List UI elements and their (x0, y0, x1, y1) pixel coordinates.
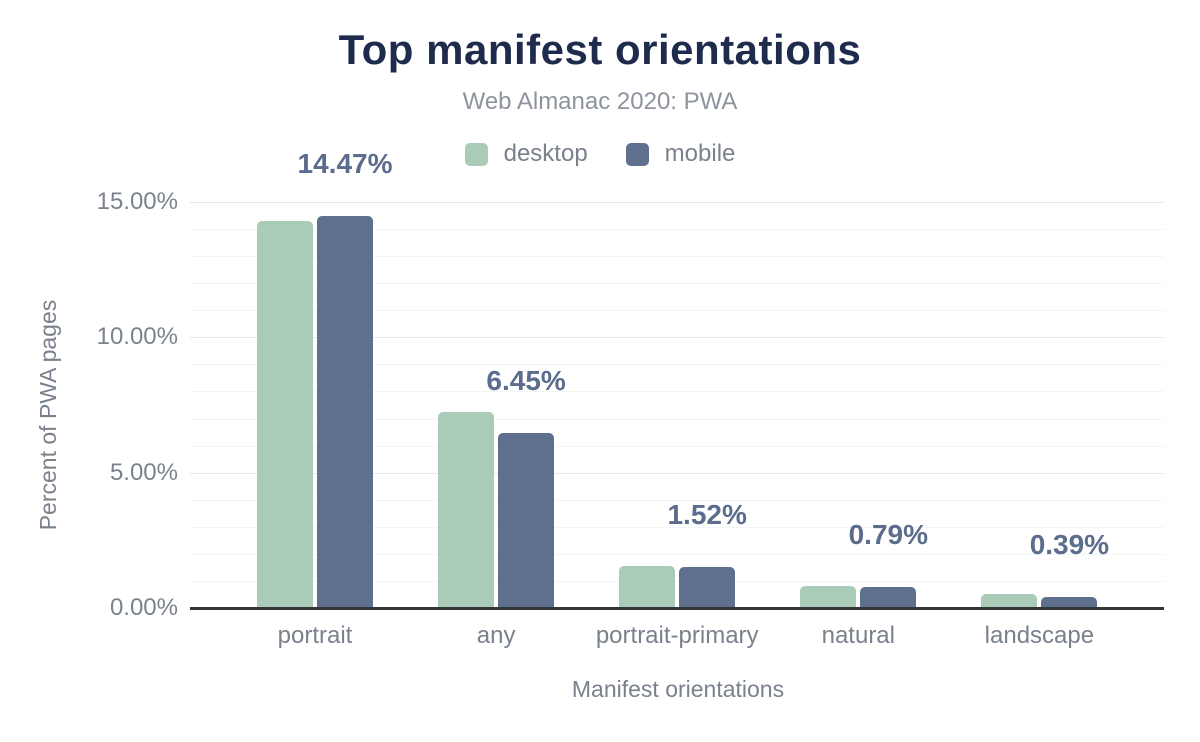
y-tick-label: 5.00% (109, 458, 178, 486)
value-label-natural: 0.79% (848, 518, 928, 550)
x-tick-label-landscape: landscape (984, 622, 1095, 649)
bar-desktop-natural[interactable] (800, 586, 857, 608)
bar-mobile-portrait[interactable] (317, 216, 373, 608)
x-axis-title: Manifest orientations (571, 676, 785, 702)
value-label-any: 6.45% (486, 365, 566, 397)
chart-subtitle: Web Almanac 2020: PWA (462, 88, 738, 115)
bar-mobile-any[interactable] (498, 433, 555, 608)
x-tick-label-portrait-primary: portrait-primary (595, 622, 759, 649)
legend-label: mobile (664, 140, 736, 167)
chart-title: Top manifest orientations (338, 26, 862, 73)
bar-mobile-landscape[interactable] (1041, 597, 1098, 608)
bar-mobile-portrait-primary[interactable] (679, 566, 736, 608)
value-label-landscape: 0.39% (1029, 529, 1110, 561)
gridline-minor (190, 310, 1164, 312)
x-tick-label-any: any (476, 622, 516, 649)
gridline-minor (190, 418, 1164, 420)
bar-desktop-portrait[interactable] (257, 220, 313, 608)
x-tick-label-portrait: portrait (277, 622, 353, 649)
gridline-major (190, 472, 1164, 474)
legend-label: desktop (503, 140, 588, 167)
gridline-major (190, 201, 1164, 203)
gridline-minor (190, 283, 1164, 285)
bar-desktop-portrait-primary[interactable] (619, 565, 676, 608)
gridline-minor (190, 526, 1164, 528)
bar-desktop-landscape[interactable] (981, 594, 1038, 608)
x-tick-label-natural: natural (821, 622, 895, 649)
gridline-minor (190, 553, 1164, 555)
gridline-major (190, 337, 1164, 339)
legend-item-desktop[interactable]: desktop (464, 140, 588, 168)
value-label-portrait-primary: 1.52% (667, 498, 747, 530)
y-tick-label: 15.00% (96, 187, 178, 215)
y-tick-label: 0.00% (109, 594, 178, 621)
bar-desktop-any[interactable] (438, 411, 495, 608)
y-tick-label: 10.00% (96, 323, 178, 351)
legend-swatch-mobile (625, 142, 649, 166)
y-axis-title: Percent of PWA pages (35, 299, 61, 531)
bar-mobile-natural[interactable] (860, 586, 917, 608)
x-axis-line (190, 606, 1164, 610)
gridline-minor (190, 364, 1164, 366)
gridline-minor (190, 445, 1164, 447)
gridline-minor (190, 256, 1164, 258)
value-label-portrait: 14.47% (297, 148, 393, 180)
gridline-minor (190, 499, 1164, 501)
legend-item-mobile[interactable]: mobile (625, 140, 736, 168)
legend-swatch-desktop (464, 142, 488, 166)
gridline-minor (190, 580, 1164, 582)
gridline-minor (190, 229, 1164, 231)
legend: desktop mobile (0, 140, 1200, 168)
gridline-minor (190, 391, 1164, 393)
